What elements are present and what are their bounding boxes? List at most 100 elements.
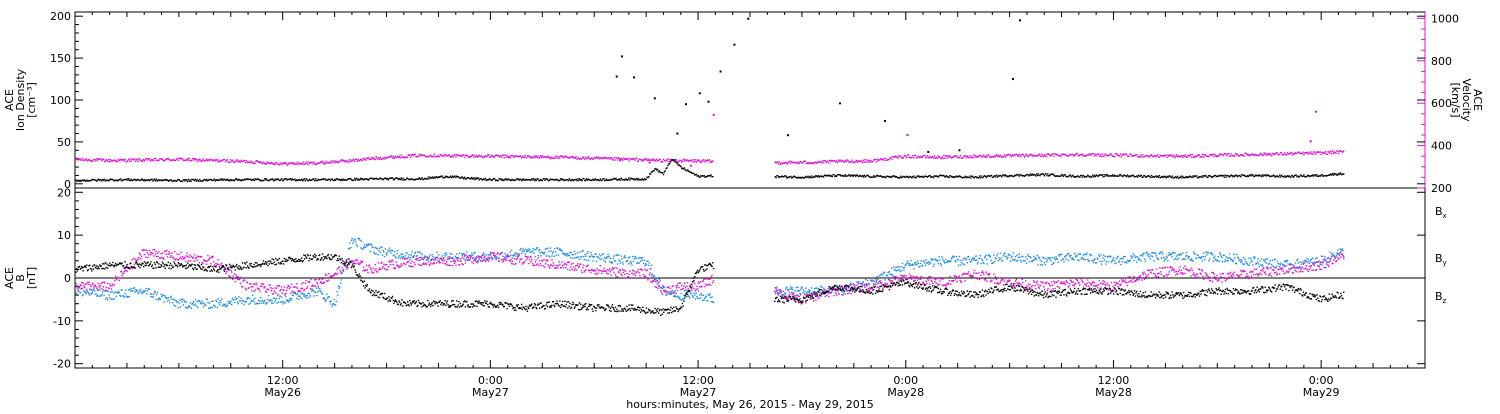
bottom-point — [90, 286, 91, 287]
top-point — [844, 175, 845, 176]
top-point — [297, 162, 298, 163]
top-point — [575, 157, 576, 158]
bottom-point — [317, 292, 318, 293]
top-point — [968, 177, 969, 178]
top-point — [1098, 153, 1099, 154]
bottom-point — [84, 287, 85, 288]
bottom-point — [1063, 261, 1064, 262]
bottom-point — [475, 257, 476, 258]
bottom-point — [1249, 265, 1250, 266]
bottom-point — [1051, 264, 1052, 265]
top-point — [1018, 156, 1019, 157]
bottom-point — [186, 255, 187, 256]
bottom-point — [1192, 260, 1193, 261]
b-axis-label-line: [nT] — [25, 267, 38, 289]
top-point — [1215, 175, 1216, 176]
top-point — [75, 157, 76, 158]
top-point — [371, 159, 372, 160]
top-point — [505, 178, 506, 179]
bottom-point — [224, 304, 225, 305]
bottom-point — [649, 262, 650, 263]
bottom-point — [274, 301, 275, 302]
top-point — [837, 162, 838, 163]
bottom-point — [918, 263, 919, 264]
bottom-point — [615, 260, 616, 261]
bottom-point — [619, 261, 620, 262]
bottom-point — [1174, 259, 1175, 260]
top-point — [1028, 155, 1029, 156]
bottom-point — [1213, 261, 1214, 262]
bottom-point — [142, 293, 143, 294]
bottom-point — [177, 301, 178, 302]
top-point — [84, 179, 85, 180]
bottom-point — [1096, 257, 1097, 258]
bottom-point — [572, 258, 573, 259]
top-point — [1186, 157, 1187, 158]
top-point — [899, 177, 900, 178]
bottom-point — [788, 289, 789, 290]
bottom-point — [214, 305, 215, 306]
bottom-point — [157, 256, 158, 257]
bottom-point — [408, 257, 409, 258]
top-point — [962, 157, 963, 158]
top-point — [777, 161, 778, 162]
bottom-point — [442, 255, 443, 256]
top-point — [709, 159, 710, 160]
bottom-point — [76, 293, 77, 294]
bottom-point — [1016, 260, 1017, 261]
top-point — [427, 176, 428, 177]
top-point — [1047, 173, 1048, 174]
bottom-point — [166, 250, 167, 251]
bottom-point — [110, 285, 111, 286]
top-point — [1052, 153, 1053, 154]
bottom-point — [1148, 253, 1149, 254]
bottom-point — [974, 258, 975, 259]
bottom-point — [1166, 255, 1167, 256]
top-point — [1286, 154, 1287, 155]
bottom-point — [83, 285, 84, 286]
bottom-point — [1022, 256, 1023, 257]
bottom-point — [252, 295, 253, 296]
top-point — [1254, 176, 1255, 177]
bottom-point — [478, 260, 479, 261]
top-point — [362, 160, 363, 161]
bottom-point — [1306, 258, 1307, 259]
top-point — [1308, 175, 1309, 176]
top-point — [130, 158, 131, 159]
top-point — [313, 161, 314, 162]
bottom-point — [1100, 254, 1101, 255]
top-point — [995, 155, 996, 156]
bottom-point — [938, 256, 939, 257]
top-point — [1182, 157, 1183, 158]
bottom-point — [1299, 261, 1300, 262]
bottom-point — [1233, 254, 1234, 255]
bottom-point — [216, 301, 217, 302]
bottom-point — [637, 262, 638, 263]
bottom-point — [161, 296, 162, 297]
top-point — [1060, 156, 1061, 157]
bottom-point — [657, 283, 658, 284]
top-point — [229, 162, 230, 163]
bottom-point — [869, 287, 870, 288]
bottom-point — [1110, 256, 1111, 257]
bottom-point — [113, 278, 114, 279]
bottom-point — [1135, 256, 1136, 257]
bottom-point — [81, 282, 82, 283]
bottom-point — [191, 308, 192, 309]
bottom-point — [76, 285, 77, 286]
bottom-point — [329, 301, 330, 302]
top-spike-point — [685, 103, 687, 105]
top-point — [1327, 153, 1328, 154]
bottom-point — [576, 257, 577, 258]
bottom-point — [251, 301, 252, 302]
top-point — [196, 179, 197, 180]
bottom-point — [1132, 256, 1133, 257]
top-point — [864, 162, 865, 163]
bottom-point — [258, 300, 259, 301]
bottom-point — [796, 290, 797, 291]
bottom-point — [1134, 255, 1135, 256]
top-point — [325, 161, 326, 162]
bottom-point — [418, 260, 419, 261]
top-point — [491, 154, 492, 155]
top-point — [1223, 175, 1224, 176]
